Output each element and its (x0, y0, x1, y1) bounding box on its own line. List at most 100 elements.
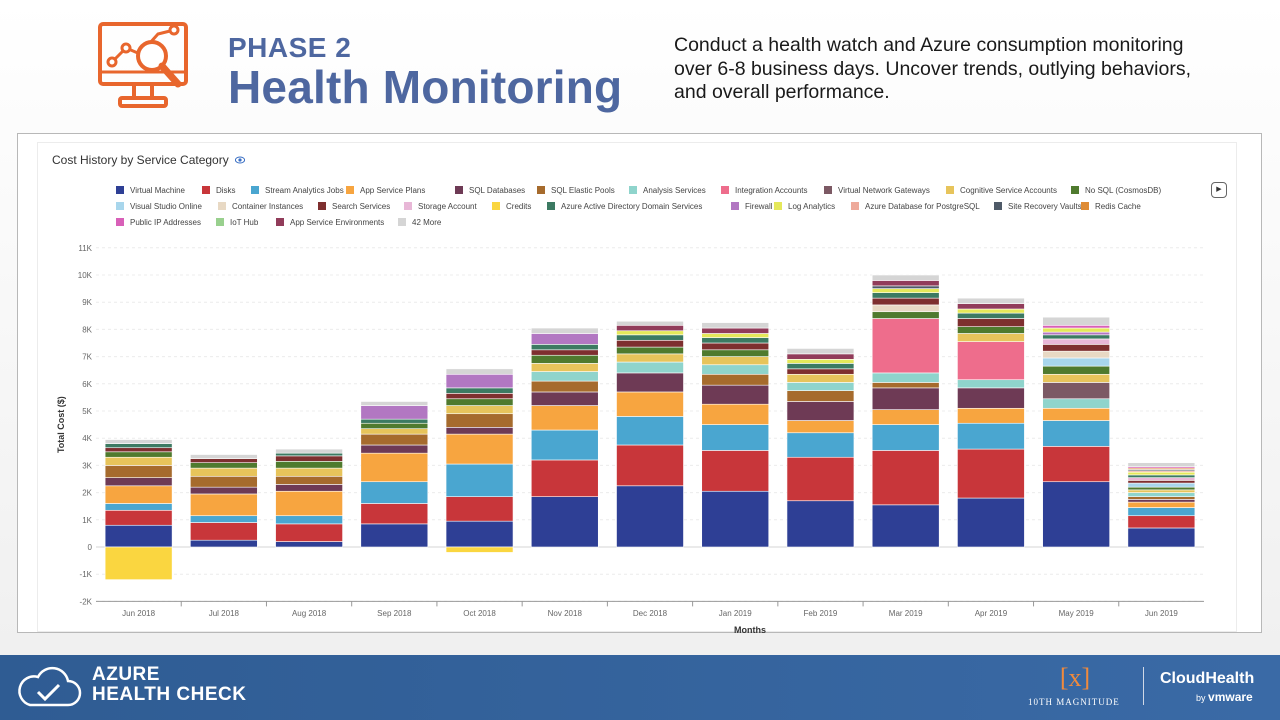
bar-segment (1042, 350, 1110, 359)
bar-segment (871, 280, 940, 287)
bar-segment (445, 496, 514, 522)
y-axis-title: Total Cost ($) (56, 396, 66, 453)
bar-segment (701, 403, 770, 425)
bar-segment (957, 308, 1025, 314)
bar-segment (275, 452, 343, 457)
bar-segment (786, 456, 855, 502)
bar-segment (104, 456, 173, 466)
bar-segment (1042, 382, 1110, 400)
bar-segment (786, 500, 855, 548)
bar-segment (360, 444, 429, 454)
bar-segment (1127, 462, 1196, 468)
bar-segment (616, 330, 684, 336)
bar-segment (957, 312, 1025, 319)
bar-segment (957, 333, 1025, 342)
y-tick-label: 3K (82, 461, 92, 470)
x-tick-label: Jun 2019 (1145, 609, 1178, 618)
bar-segment (701, 333, 770, 338)
bar-segment (1042, 327, 1110, 333)
bar-segment (1042, 373, 1110, 383)
bar-segment (701, 490, 770, 548)
footer-bar (0, 655, 1280, 720)
footer-title-line1: AZURE (92, 664, 160, 685)
phase-label: PHASE 2 (228, 32, 352, 63)
bar-segment (701, 327, 770, 334)
bar-segment (275, 523, 343, 542)
bar-segment (275, 484, 343, 492)
bar-segment (871, 292, 940, 299)
bar-segment (445, 463, 514, 497)
x-tick-label: Apr 2019 (975, 609, 1008, 618)
y-tick-label: 5K (82, 407, 92, 416)
bar-segment (1042, 481, 1110, 548)
bar-segment (1042, 357, 1110, 367)
y-tick-label: 4K (82, 434, 92, 443)
bar-segment (786, 390, 855, 402)
bar-segment (786, 420, 855, 434)
bar-segment (957, 318, 1025, 327)
bar-segment (360, 503, 429, 525)
y-tick-label: -1K (80, 570, 93, 579)
bar-segment (957, 387, 1025, 409)
bar-segment (445, 546, 514, 553)
tenth-magnitude-logo: [x] (1060, 663, 1090, 692)
x-tick-label: Jun 2018 (122, 609, 155, 618)
bar-segment (786, 373, 855, 383)
bar-segment (957, 379, 1025, 389)
bar-segment (871, 288, 940, 293)
x-tick-label: May 2019 (1059, 609, 1095, 618)
bar-segment (616, 325, 684, 332)
phase-description: Conduct a health watch and Azure consump… (674, 34, 1192, 103)
x-tick-label: Dec 2018 (633, 609, 668, 618)
bar-segment (275, 448, 343, 454)
x-tick-label: Sep 2018 (377, 609, 412, 618)
bar-segment (530, 363, 599, 372)
bar-segment (786, 363, 855, 370)
bar-segment (360, 433, 429, 446)
bar-segment (445, 405, 514, 415)
bar-segment (530, 459, 599, 497)
bar-segment (1127, 496, 1196, 500)
bar-segment (445, 433, 514, 465)
bar-segment (275, 467, 343, 477)
x-tick-label: Oct 2018 (463, 609, 496, 618)
bar-segment (104, 439, 173, 444)
bar-segment (445, 520, 514, 548)
bar-segment (701, 356, 770, 366)
bar-segment (445, 373, 514, 389)
bar-segment (786, 359, 855, 364)
bar-segment (871, 274, 940, 281)
legend-next-button[interactable]: ▶ (1211, 182, 1227, 198)
eye-icon[interactable] (235, 156, 245, 164)
x-tick-label: Jan 2019 (719, 609, 752, 618)
bar-segment (871, 424, 940, 451)
bar-segment (957, 422, 1025, 450)
bar-segment (616, 444, 684, 487)
bar-segment (275, 541, 343, 548)
bar-segment (871, 311, 940, 319)
bar-segment (957, 448, 1025, 499)
bar-segment (1127, 480, 1196, 484)
bar-segment (871, 304, 940, 313)
bar-segment (957, 341, 1025, 381)
bar-segment (1127, 492, 1196, 497)
bar-segment (616, 361, 684, 374)
bar-segment (190, 486, 258, 495)
bar-segment (701, 373, 770, 386)
chart-title: Cost History by Service Category (52, 153, 229, 167)
bar-segment (616, 372, 684, 393)
bar-segment (701, 322, 770, 329)
bar-segment (957, 407, 1025, 424)
bar-segment (190, 522, 258, 541)
bar-segment (957, 303, 1025, 310)
bar-segment (1042, 334, 1110, 340)
bar-segment (104, 485, 173, 504)
bar-segment (445, 398, 514, 406)
bar-segment (701, 424, 770, 451)
bar-segment (445, 387, 514, 394)
bar-segment (1127, 515, 1196, 529)
cloud-check-icon (18, 666, 82, 707)
bar-segment (190, 462, 258, 469)
bar-segment (701, 342, 770, 351)
bar-segment (616, 391, 684, 417)
